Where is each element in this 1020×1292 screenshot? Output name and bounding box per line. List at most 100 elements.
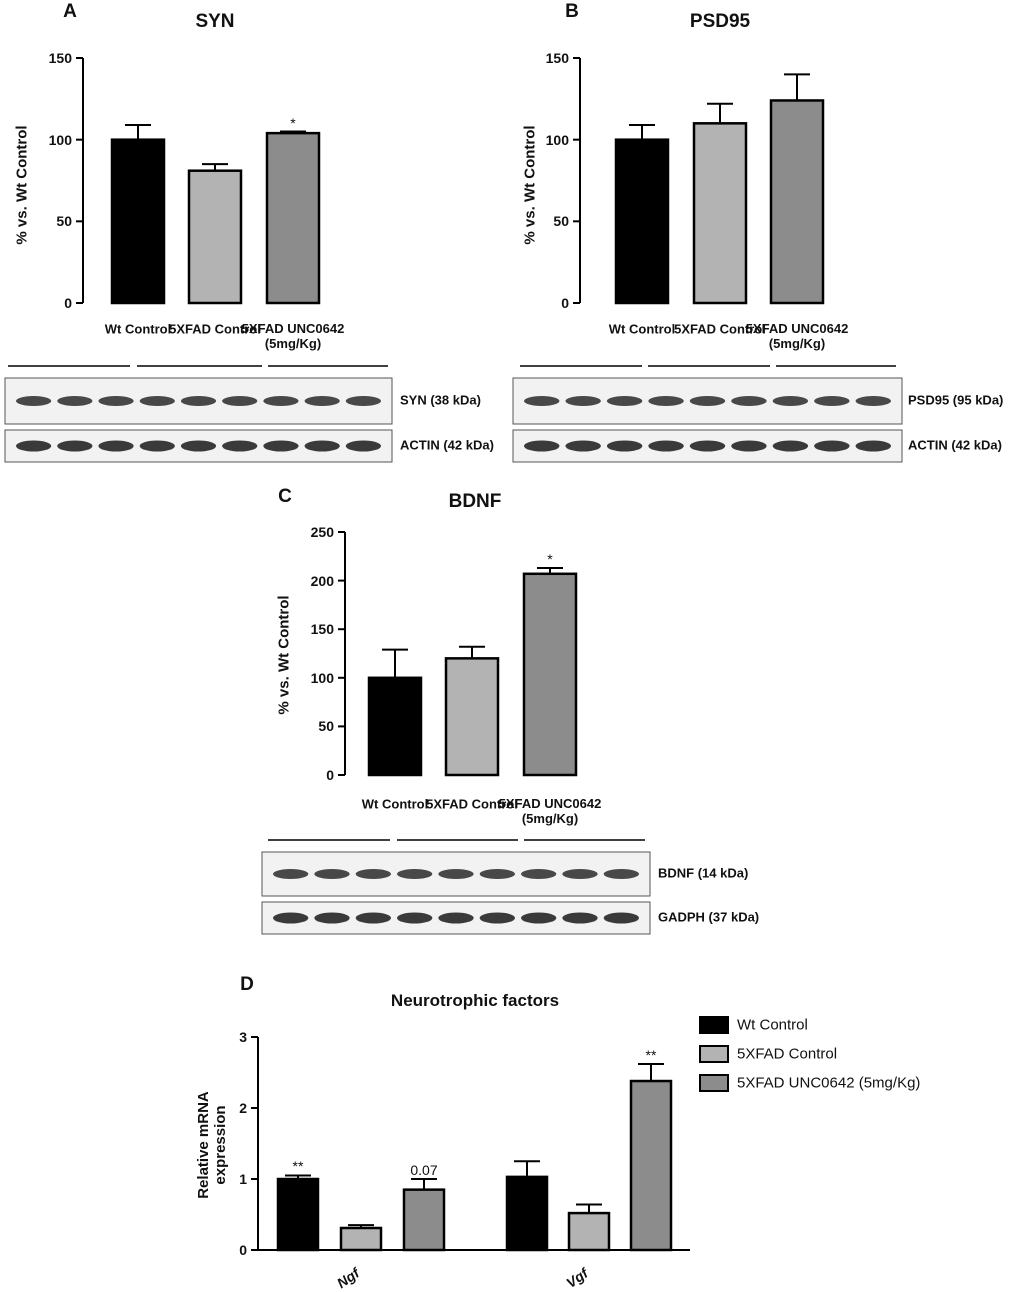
blot-band <box>304 396 340 406</box>
blot-band <box>16 396 52 406</box>
bar <box>187 169 243 305</box>
blot-band <box>139 440 175 452</box>
blot-band <box>438 912 474 924</box>
blot-band <box>648 396 684 406</box>
blot-band <box>606 440 643 452</box>
blot-band <box>606 396 643 406</box>
x-tick-label: Wt Control <box>104 321 172 337</box>
y-axis-label: Relative mRNA expression <box>194 1091 229 1199</box>
bar <box>339 1226 383 1252</box>
bar <box>110 138 166 305</box>
blot-band <box>479 912 515 924</box>
blot-band <box>689 396 726 406</box>
y-tick-label: 2 <box>239 1099 247 1116</box>
blot-band <box>98 396 134 406</box>
x-tick-label: 5XFAD UNC0642 (5mg/Kg) <box>745 321 849 351</box>
y-tick-label: 150 <box>310 621 334 638</box>
blot-band <box>603 912 639 924</box>
x-tick-label: Wt Control <box>608 321 676 337</box>
blot-band <box>438 869 474 879</box>
blot-band <box>222 396 258 406</box>
x-tick-label: 5XFAD UNC0642 (5mg/Kg) <box>241 321 345 351</box>
y-tick-label: 100 <box>545 131 569 148</box>
blot-band <box>139 396 175 406</box>
blot-band <box>524 396 560 406</box>
blot-band <box>355 869 392 879</box>
blot-band <box>603 869 639 879</box>
y-tick-label: 0 <box>326 766 334 783</box>
significance-label: ** <box>292 1158 304 1175</box>
blot-label: PSD95 (95 kDa) <box>908 392 1004 408</box>
bar <box>769 99 825 305</box>
blot-label: ACTIN (42 kDa) <box>908 437 1002 453</box>
y-tick-label: 250 <box>310 523 334 540</box>
y-tick-label: 150 <box>48 49 72 66</box>
x-tick-label: 5XFAD UNC0642 (5mg/Kg) <box>498 796 602 826</box>
blot-band <box>562 869 598 879</box>
blot-band <box>772 396 809 406</box>
panel-letter: B <box>565 1 579 23</box>
bar <box>614 138 670 305</box>
y-tick-label: 3 <box>239 1028 247 1045</box>
y-tick-label: 50 <box>553 213 569 230</box>
blot-label: SYN (38 kDa) <box>400 392 481 408</box>
blot-label: GADPH (37 kDa) <box>658 909 760 925</box>
blot-band <box>689 440 726 452</box>
legend-swatch <box>699 1045 729 1063</box>
chart-title: Neurotrophic factors <box>390 991 560 1011</box>
y-tick-label: 100 <box>48 131 72 148</box>
legend-swatch <box>699 1016 729 1034</box>
y-tick-label: 150 <box>545 49 569 66</box>
bar <box>629 1079 673 1252</box>
blot-band <box>180 396 217 406</box>
bar <box>265 131 321 305</box>
y-tick-label: 0 <box>561 294 569 311</box>
x-tick-label: 5XFAD Control <box>426 796 518 812</box>
x-tick-label: 5XFAD Control <box>169 321 261 337</box>
blot-band <box>731 440 767 452</box>
y-tick-label: 200 <box>310 572 334 589</box>
blot-band <box>57 440 93 452</box>
y-axis-label: % vs. Wt Control <box>521 125 539 245</box>
blot-band <box>355 912 392 924</box>
bar <box>505 1175 549 1252</box>
blot-band <box>180 440 217 452</box>
blot-band <box>222 440 258 452</box>
blot-band <box>814 440 850 452</box>
blot-band <box>772 440 809 452</box>
chart-title: BDNF <box>448 491 502 513</box>
blot-band <box>855 440 891 452</box>
bar <box>367 676 423 777</box>
bar <box>692 122 748 305</box>
significance-label: * <box>547 550 553 567</box>
blot-label: BDNF (14 kDa) <box>658 865 749 881</box>
blot-band <box>524 440 560 452</box>
y-axis-label: % vs. Wt Control <box>275 595 293 715</box>
blot-band <box>855 396 891 406</box>
blot-label: ACTIN (42 kDa) <box>400 437 494 453</box>
y-tick-label: 0 <box>239 1241 247 1258</box>
blot-band <box>314 869 350 879</box>
blot-band <box>648 440 684 452</box>
blot-band <box>345 396 381 406</box>
blot-band <box>57 396 93 406</box>
chart-title: PSD95 <box>689 11 751 33</box>
blot-band <box>98 440 134 452</box>
panel-letter: C <box>278 486 292 508</box>
blot-band <box>397 912 433 924</box>
blot-band <box>304 440 340 452</box>
y-tick-label: 50 <box>318 718 334 735</box>
significance-label: ** <box>645 1046 657 1063</box>
blot-band <box>731 396 767 406</box>
y-axis-label: % vs. Wt Control <box>13 125 31 245</box>
blot-band <box>263 440 299 452</box>
bar <box>444 657 500 777</box>
bar <box>402 1188 446 1252</box>
blot-band <box>814 396 850 406</box>
x-tick-label: 5XFAD Control <box>674 321 766 337</box>
blot-band <box>565 440 601 452</box>
bar <box>522 572 578 777</box>
legend-label: 5XFAD UNC0642 (5mg/Kg) <box>737 1074 921 1092</box>
